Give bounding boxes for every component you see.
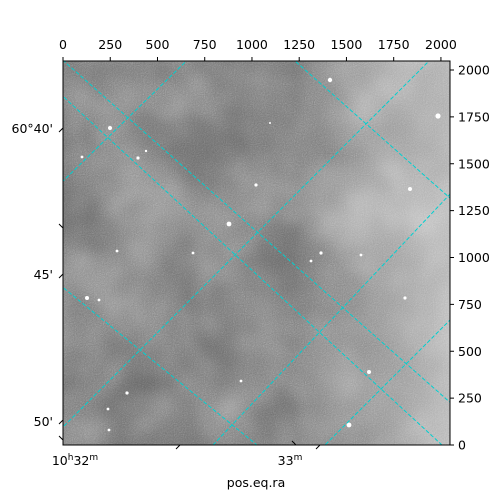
y-tick-label: 1750 <box>458 109 490 124</box>
star <box>136 156 140 160</box>
grid-line <box>63 61 430 428</box>
star <box>435 113 441 119</box>
grid-line <box>324 319 450 445</box>
x-tick-label: 2000 <box>425 37 457 52</box>
x-tick-label: 0 <box>59 37 67 52</box>
star <box>319 251 323 255</box>
y-tick-label: 1250 <box>458 203 490 218</box>
star <box>408 187 412 191</box>
y-axis-right: 0 250 500 750 1000 1250 1500 1750 2000 <box>450 63 490 453</box>
grid-line <box>63 61 188 182</box>
x-tick-label: 1000 <box>236 37 268 52</box>
x-tick-label: 750 <box>193 37 217 52</box>
dec-tick-mark <box>58 273 64 279</box>
dec-tick-label: 45' <box>34 267 53 282</box>
y-tick-label: 1500 <box>458 156 490 171</box>
dec-tick-label: 50' <box>34 414 53 429</box>
star <box>359 253 363 257</box>
ra-tick-mark <box>175 444 181 450</box>
star <box>106 407 110 411</box>
ra-axis-bottom: 10h32m 33m <box>52 435 321 468</box>
ra-tick-mark <box>291 440 297 446</box>
star <box>97 298 101 302</box>
star <box>115 249 119 253</box>
dec-tick-label: 60°40' <box>12 121 54 136</box>
grid-line <box>294 61 450 199</box>
star <box>309 259 313 263</box>
star <box>403 296 407 300</box>
star <box>327 77 333 83</box>
x-tick-label: 1750 <box>378 37 410 52</box>
y-tick-label: 250 <box>458 391 482 406</box>
x-tick-label: 250 <box>98 37 122 52</box>
dec-axis-left: 60°40' 45' 50' <box>12 121 64 429</box>
star <box>125 391 129 395</box>
star <box>85 296 89 300</box>
x-tick-label: 1250 <box>283 37 315 52</box>
star <box>191 251 195 255</box>
dec-tick-mark <box>58 127 64 133</box>
star <box>254 183 258 187</box>
ra-tick-mark <box>315 444 321 450</box>
star <box>346 422 352 428</box>
star <box>80 155 84 159</box>
dec-tick-mark <box>58 419 64 425</box>
grid-line <box>63 286 258 445</box>
star <box>144 149 148 153</box>
sky-image <box>63 61 450 445</box>
star <box>226 221 232 227</box>
y-tick-label: 500 <box>458 344 482 359</box>
x-axis-top: 0 250 500 750 1000 1250 1500 1750 2000 <box>59 37 457 61</box>
dec-tick-mark <box>58 223 64 229</box>
ra-tick-mark <box>58 435 64 441</box>
star <box>367 370 371 374</box>
y-tick-label: 0 <box>458 438 466 453</box>
plot-frame <box>62 60 451 446</box>
y-tick-label: 1000 <box>458 250 490 265</box>
ra-tick-label: 10h32m <box>52 453 98 468</box>
x-axis-title: pos.eq.ra <box>227 475 285 490</box>
grid-line <box>212 193 450 445</box>
star <box>269 122 271 124</box>
x-tick-label: 1500 <box>331 37 363 52</box>
grid-line <box>63 95 443 445</box>
ra-tick-label: 33m <box>278 453 303 468</box>
y-tick-label: 750 <box>458 297 482 312</box>
coordinate-grid <box>63 61 450 445</box>
stars-layer <box>80 77 441 432</box>
y-tick-label: 2000 <box>458 63 490 78</box>
x-tick-label: 500 <box>146 37 170 52</box>
star <box>108 126 112 130</box>
star <box>239 379 243 383</box>
star <box>107 428 111 432</box>
